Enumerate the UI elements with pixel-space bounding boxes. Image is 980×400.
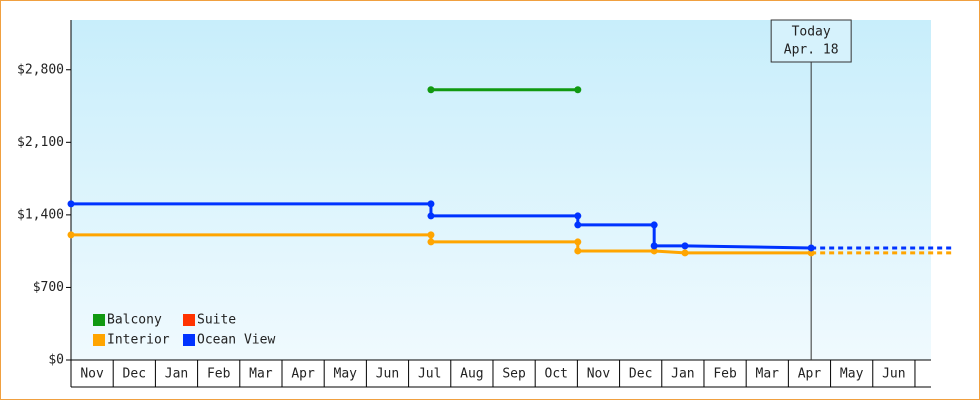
point bbox=[681, 249, 689, 257]
today-label: Apr. 18 bbox=[784, 43, 839, 58]
x-tick-label: Feb bbox=[207, 367, 231, 382]
legend-swatch bbox=[183, 334, 195, 346]
plot-area bbox=[71, 20, 931, 360]
point bbox=[574, 238, 582, 246]
y-tick-label: $2,800 bbox=[17, 62, 64, 77]
legend-label: Interior bbox=[107, 333, 170, 348]
point bbox=[427, 212, 435, 220]
y-tick-label: $700 bbox=[33, 280, 64, 295]
point bbox=[427, 238, 435, 246]
legend-label: Balcony bbox=[107, 313, 162, 328]
x-tick-label: Jul bbox=[418, 367, 441, 382]
point bbox=[650, 242, 658, 250]
x-tick-label: Jun bbox=[882, 367, 905, 382]
y-tick-label: $2,100 bbox=[17, 135, 64, 150]
point bbox=[67, 231, 75, 239]
legend-swatch bbox=[93, 334, 105, 346]
x-tick-label: Jan bbox=[165, 367, 188, 382]
x-tick-label: Apr bbox=[798, 367, 822, 382]
x-tick-label: Feb bbox=[713, 367, 737, 382]
x-tick-label: Nov bbox=[587, 367, 611, 382]
x-tick-label: May bbox=[334, 367, 358, 382]
point bbox=[681, 242, 689, 250]
x-tick-label: Mar bbox=[756, 367, 780, 382]
x-tick-label: Jan bbox=[671, 367, 694, 382]
x-tick-label: Mar bbox=[249, 367, 273, 382]
point bbox=[67, 200, 75, 208]
y-tick-label: $0 bbox=[48, 353, 64, 368]
x-tick-label: Sep bbox=[502, 367, 526, 382]
point bbox=[574, 221, 582, 229]
legend-swatch bbox=[93, 314, 105, 326]
point bbox=[574, 86, 582, 94]
point bbox=[650, 247, 658, 255]
x-tick-label: Nov bbox=[80, 367, 104, 382]
today-label: Today bbox=[792, 25, 831, 40]
legend-label: Suite bbox=[197, 313, 236, 328]
x-tick-label: Jun bbox=[376, 367, 399, 382]
point bbox=[427, 200, 435, 208]
today-box bbox=[770, 19, 852, 63]
point bbox=[574, 247, 582, 255]
point bbox=[650, 221, 658, 229]
x-tick-label: Apr bbox=[291, 367, 315, 382]
point bbox=[427, 231, 435, 239]
x-tick-label: Oct bbox=[545, 367, 568, 382]
point bbox=[807, 249, 815, 257]
x-tick-label: May bbox=[840, 367, 864, 382]
legend-swatch bbox=[183, 314, 195, 326]
legend-label: Ocean View bbox=[197, 333, 275, 348]
x-tick-label: Dec bbox=[123, 367, 146, 382]
point bbox=[427, 86, 435, 94]
x-tick-label: Aug bbox=[460, 367, 483, 382]
point bbox=[574, 212, 582, 220]
point bbox=[807, 244, 815, 252]
y-tick-label: $1,400 bbox=[17, 207, 64, 222]
x-tick-label: Dec bbox=[629, 367, 652, 382]
